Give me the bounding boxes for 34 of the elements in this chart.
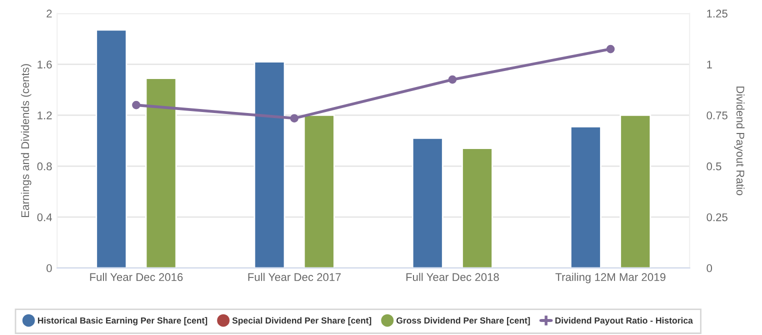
legend-label: Dividend Payout Ratio - Historica: [555, 317, 693, 326]
y-tick-label: 0.4: [37, 213, 52, 222]
y2-tick-label: 0.25: [706, 213, 728, 222]
bar: [303, 114, 335, 268]
y-tick-label: 1.2: [38, 112, 52, 120]
point: [606, 44, 615, 54]
bar: [620, 114, 652, 268]
bar: [412, 137, 444, 268]
legend-label: Historical Basic Earning Per Share [cent]: [38, 317, 208, 326]
x-tick-label: Full Year Dec 2018: [406, 272, 499, 282]
legend-label: Gross Dividend Per Share [cent]: [396, 317, 530, 326]
y-tick-label: 2: [46, 10, 52, 18]
bar: [96, 29, 128, 268]
x-tick-label: Full Year Dec 2016: [90, 272, 183, 282]
y2-tick-label: 1.25: [707, 10, 728, 18]
point: [448, 75, 457, 84]
bar: [254, 61, 286, 268]
x-tick-label: Full Year Dec 2017: [248, 272, 341, 282]
y-tick-label: 0.8: [37, 162, 52, 170]
y2-tick-label: 1: [707, 60, 712, 68]
legend-label: Special Dividend Per Share [cent]: [232, 317, 372, 326]
bar: [145, 78, 177, 268]
x-tick-label: Trailing 12M Mar 2019: [555, 272, 666, 284]
y2-axis-title: Dividend Payout Ratio: [734, 86, 745, 196]
point: [290, 114, 298, 122]
y2-tick-label: 0.75: [706, 112, 728, 120]
y2-tick-label: 0.5: [706, 162, 722, 170]
point: [132, 100, 140, 110]
y-tick-label: 0: [46, 264, 52, 272]
bar: [462, 148, 493, 268]
bar: [570, 126, 602, 268]
y-tick-label: 1.6: [38, 60, 52, 68]
y-axis-title: Earnings and Dividends (cents): [20, 64, 32, 217]
y2-tick-label: 0: [706, 264, 712, 272]
